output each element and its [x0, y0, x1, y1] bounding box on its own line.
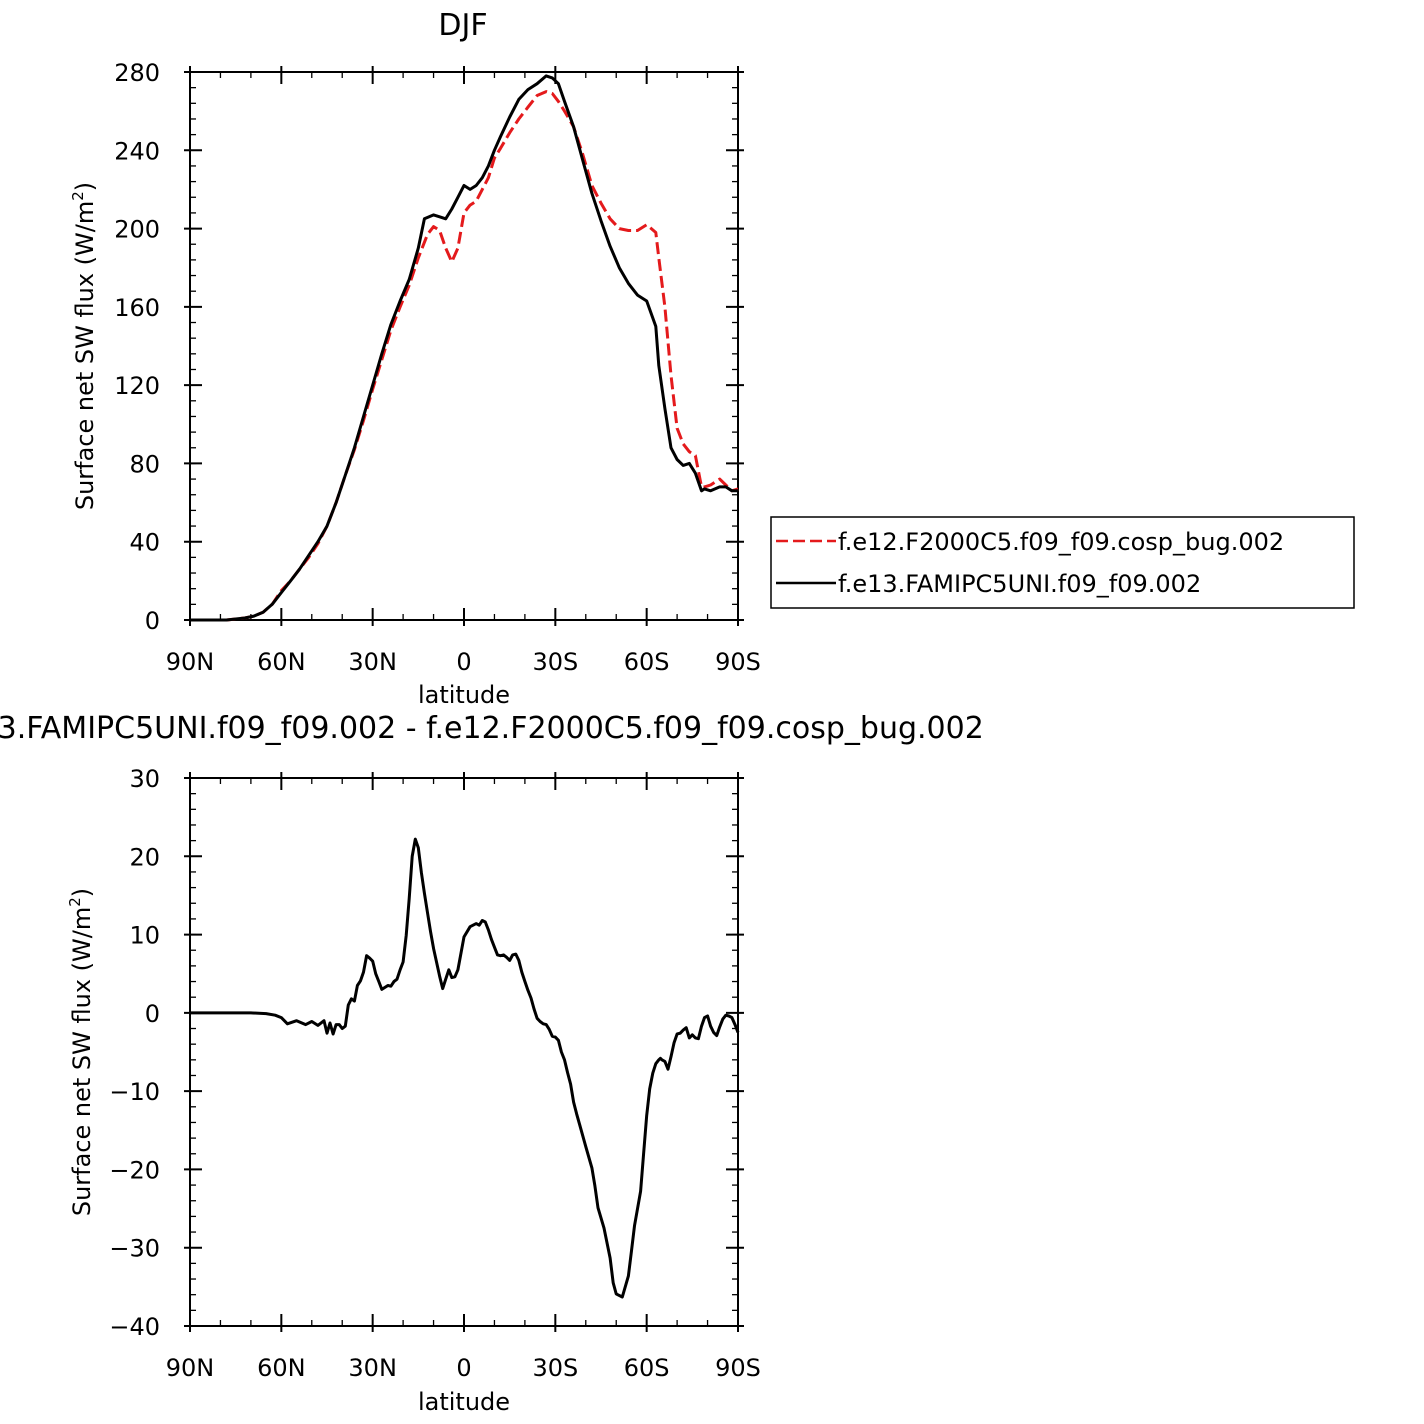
y-tick-labels: 0 40 80 120 160 200 240 280 — [114, 59, 160, 635]
x-tick-label: 60S — [624, 648, 670, 676]
series-line-0 — [190, 837, 740, 1299]
x-axis-title: latitude — [418, 1388, 510, 1416]
y-tick-label: −20 — [109, 1156, 160, 1184]
y-tick-label: −10 — [109, 1078, 160, 1106]
plot-frame — [189, 777, 739, 1327]
y-axis-title: Surface net SW flux (W/m2) — [69, 182, 99, 510]
y-tick-label: 30 — [129, 765, 160, 793]
legend: f.e12.F2000C5.f09_f09.cosp_bug.002 f.e13… — [770, 516, 1355, 609]
legend-label-0: f.e12.F2000C5.f09_f09.cosp_bug.002 — [838, 528, 1284, 556]
x-tick-label: 90N — [166, 648, 215, 676]
y-tick-label: 80 — [129, 450, 160, 478]
y-tick-labels: 30 20 10 0 −10 −20 −30 −40 — [109, 765, 160, 1341]
y-tick-label: 0 — [145, 1000, 160, 1028]
axis-ticks — [184, 772, 744, 1332]
x-tick-label: 60S — [624, 1354, 670, 1382]
y-tick-label: 40 — [129, 529, 160, 557]
y-tick-label: 20 — [129, 843, 160, 871]
x-tick-labels: 90N 60N 30N 0 30S 60S 90S — [166, 1354, 761, 1382]
x-tick-label: 0 — [456, 1354, 471, 1382]
chart-djf: DJF 90N 60N 30N 0 30S 60S 90S 0 40 80 120 160 200 24… — [69, 8, 1355, 709]
y-tick-label: 200 — [114, 216, 160, 244]
x-tick-label: 30S — [532, 648, 578, 676]
x-tick-label: 90S — [715, 648, 761, 676]
y-tick-label: −30 — [109, 1235, 160, 1263]
x-tick-label: 30N — [348, 648, 397, 676]
x-tick-label: 60N — [257, 1354, 306, 1382]
x-tick-label: 0 — [456, 648, 471, 676]
y-axis-title-main: Surface net SW flux (W/m — [71, 201, 99, 510]
series-layer — [190, 74, 739, 622]
series-line-1 — [190, 74, 738, 622]
y-tick-label: 160 — [114, 294, 160, 322]
y-tick-label: 240 — [114, 137, 160, 165]
x-tick-label: 30S — [532, 1354, 578, 1382]
y-tick-label: 120 — [114, 372, 160, 400]
legend-label-1: f.e13.FAMIPC5UNI.f09_f09.002 — [838, 570, 1201, 598]
y-axis-title-main: Surface net SW flux (W/m — [68, 907, 96, 1216]
y-axis-title: Surface net SW flux (W/m2) — [66, 888, 96, 1216]
series-line-0 — [190, 90, 739, 622]
series-layer — [190, 837, 740, 1299]
chart-difference: f.e13.FAMIPC5UNI.f09_f09.002 - f.e12.F20… — [0, 711, 984, 1416]
x-tick-label: 60N — [257, 648, 306, 676]
x-axis-title: latitude — [418, 681, 510, 709]
y-axis-title-close: ) — [68, 888, 96, 897]
axis-ticks — [184, 66, 744, 626]
chart-title: DJF — [438, 8, 487, 43]
y-tick-label: −40 — [109, 1313, 160, 1341]
legend-box — [770, 516, 1355, 609]
y-tick-label: 0 — [145, 607, 160, 635]
y-tick-label: 10 — [129, 922, 160, 950]
x-tick-label: 90S — [715, 1354, 761, 1382]
chart-title: f.e13.FAMIPC5UNI.f09_f09.002 - f.e12.F20… — [0, 711, 984, 746]
x-tick-label: 90N — [166, 1354, 215, 1382]
y-axis-title-sup: 2 — [69, 191, 87, 201]
y-tick-label: 280 — [114, 59, 160, 87]
x-tick-label: 30N — [348, 1354, 397, 1382]
y-axis-title-close: ) — [71, 182, 99, 191]
y-axis-title-sup: 2 — [66, 897, 84, 907]
x-tick-labels: 90N 60N 30N 0 30S 60S 90S — [166, 648, 761, 676]
